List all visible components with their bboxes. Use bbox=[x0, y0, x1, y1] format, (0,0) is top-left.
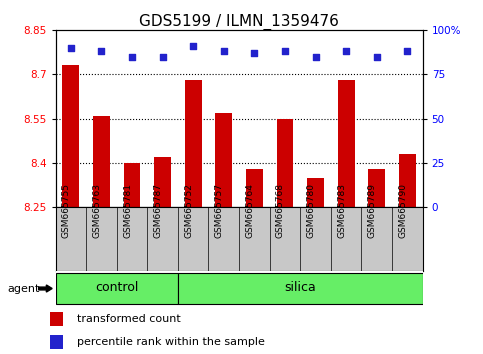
Text: GSM665755: GSM665755 bbox=[62, 183, 71, 238]
Text: GSM665781: GSM665781 bbox=[123, 183, 132, 238]
Bar bbox=[338, 80, 355, 207]
Bar bbox=[50, 335, 63, 349]
Text: percentile rank within the sample: percentile rank within the sample bbox=[77, 337, 265, 347]
Text: GSM665790: GSM665790 bbox=[398, 183, 407, 238]
Point bbox=[281, 48, 289, 54]
Bar bbox=[399, 154, 416, 207]
Point bbox=[220, 48, 227, 54]
Bar bbox=[124, 163, 141, 207]
Point bbox=[403, 48, 411, 54]
Text: GSM665763: GSM665763 bbox=[92, 183, 101, 238]
Bar bbox=[185, 80, 201, 207]
Point bbox=[159, 54, 167, 59]
Text: GSM665789: GSM665789 bbox=[368, 183, 377, 238]
Text: agent: agent bbox=[7, 284, 40, 293]
Bar bbox=[178, 273, 423, 304]
Bar bbox=[93, 116, 110, 207]
Text: GSM665783: GSM665783 bbox=[337, 183, 346, 238]
Text: GSM665787: GSM665787 bbox=[154, 183, 163, 238]
Bar bbox=[154, 157, 171, 207]
Text: control: control bbox=[95, 281, 139, 294]
Text: transformed count: transformed count bbox=[77, 314, 181, 324]
Bar bbox=[277, 119, 293, 207]
Text: GSM665768: GSM665768 bbox=[276, 183, 285, 238]
Bar bbox=[62, 65, 79, 207]
Title: GDS5199 / ILMN_1359476: GDS5199 / ILMN_1359476 bbox=[139, 14, 339, 30]
Bar bbox=[246, 169, 263, 207]
Bar bbox=[215, 113, 232, 207]
Bar bbox=[56, 273, 178, 304]
Text: GSM665764: GSM665764 bbox=[245, 183, 255, 238]
Point bbox=[128, 54, 136, 59]
Text: GSM665752: GSM665752 bbox=[184, 183, 193, 238]
Bar bbox=[369, 169, 385, 207]
Point bbox=[312, 54, 319, 59]
Point bbox=[251, 50, 258, 56]
Point bbox=[98, 48, 105, 54]
Text: GSM665780: GSM665780 bbox=[307, 183, 315, 238]
Point bbox=[342, 48, 350, 54]
Text: silica: silica bbox=[284, 281, 316, 294]
Bar bbox=[50, 312, 63, 326]
Text: GSM665757: GSM665757 bbox=[215, 183, 224, 238]
Point bbox=[189, 43, 197, 49]
Point bbox=[67, 45, 75, 51]
Bar bbox=[307, 178, 324, 207]
Point bbox=[373, 54, 381, 59]
